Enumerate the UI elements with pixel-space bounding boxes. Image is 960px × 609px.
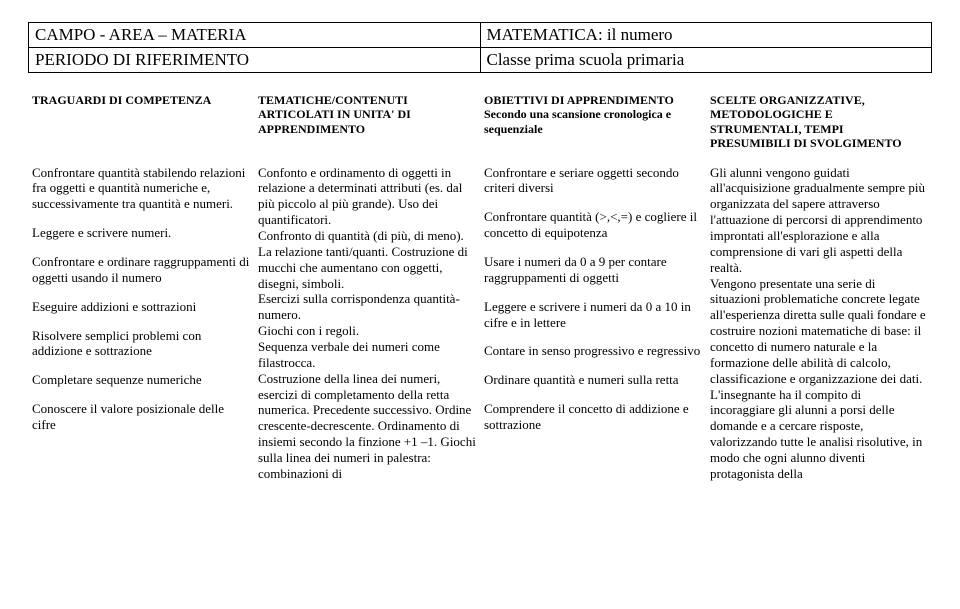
header-cell-campo-value: MATEMATICA: il numero [480,23,932,48]
col2-p3: La relazione tanti/quanti. Costruzione d… [258,244,476,292]
col2-heading-l1: TEMATICHE/CONTENUTI [258,93,408,107]
col2-p1: Confonto e ordinamento di oggetti in rel… [258,165,476,228]
col2-p5: Giochi con i regoli. [258,323,476,339]
header-cell-campo-label: CAMPO - AREA – MATERIA [29,23,481,48]
col1-p2: Leggere e scrivere numeri. [32,225,250,241]
col4-heading: SCELTE ORGANIZZATIVE, METODOLOGICHE E ST… [710,93,928,165]
col2-heading: TEMATICHE/CONTENUTI ARTICOLATI IN UNITA'… [258,93,476,150]
col2-heading-l3: APPRENDIMENTO [258,122,365,136]
col3-p3: Usare i numeri da 0 a 9 per contare ragg… [484,254,702,286]
col3-p4: Leggere e scrivere i numeri da 0 a 10 in… [484,299,702,331]
col4-p1: Gli alunni vengono guidati all'acquisizi… [710,165,928,276]
col3-p1: Confrontare e seriare oggetti secondo cr… [484,165,702,197]
col3-heading-l2: Secondo una scansione cronologica e sequ… [484,107,671,135]
col4-body: Gli alunni vengono guidati all'acquisizi… [706,165,932,482]
col1-body: Confrontare quantità stabilendo relazion… [28,165,254,482]
col4-heading-l3: STRUMENTALI, TEMPI [710,122,844,136]
header-table: CAMPO - AREA – MATERIA MATEMATICA: il nu… [28,22,932,73]
col3-heading: OBIETTIVI DI APPRENDIMENTO Secondo una s… [484,93,702,150]
col3-body: Confrontare e seriare oggetti secondo cr… [480,165,706,482]
col1-p3: Confrontare e ordinare raggruppamenti di… [32,254,250,286]
col3-heading-l1: OBIETTIVI DI APPRENDIMENTO [484,93,674,107]
col4-p2: Vengono presentate una serie di situazio… [710,276,928,387]
col4-heading-l1: SCELTE ORGANIZZATIVE, [710,93,865,107]
col2-body: Confonto e ordinamento di oggetti in rel… [254,165,480,482]
col2-p2: Confronto di quantità (di più, di meno). [258,228,476,244]
col4-heading-l2: METODOLOGICHE E [710,107,833,121]
col2-p7: Costruzione della linea dei numeri, eser… [258,371,476,482]
col3-p2: Confrontare quantità (>,<,=) e cogliere … [484,209,702,241]
col1-p6: Completare sequenze numeriche [32,372,250,388]
col1-p4: Eseguire addizioni e sottrazioni [32,299,250,315]
col1-p7: Conoscere il valore posizionale delle ci… [32,401,250,433]
col2-p6: Sequenza verbale dei numeri come filastr… [258,339,476,371]
header-cell-periodo-value: Classe prima scuola primaria [480,48,932,73]
col4-heading-l4: PRESUMIBILI DI SVOLGIMENTO [710,136,902,150]
curriculum-table: TRAGUARDI DI COMPETENZA TEMATICHE/CONTEN… [28,93,932,482]
header-cell-periodo-label: PERIODO DI RIFERIMENTO [29,48,481,73]
col4-p3: L'insegnante ha il compito di incoraggia… [710,387,928,482]
col2-p4: Esercizi sulla corrispondenza quantità-n… [258,291,476,323]
col3-p5: Contare in senso progressivo e regressiv… [484,343,702,359]
col3-p6: Ordinare quantità e numeri sulla retta [484,372,702,388]
col1-p1: Confrontare quantità stabilendo relazion… [32,165,250,213]
col1-heading: TRAGUARDI DI COMPETENZA [32,93,250,121]
col2-heading-l2: ARTICOLATI IN UNITA' DI [258,107,411,121]
col1-p5: Risolvere semplici problemi con addizion… [32,328,250,360]
col3-p7: Comprendere il concetto di addizione e s… [484,401,702,433]
